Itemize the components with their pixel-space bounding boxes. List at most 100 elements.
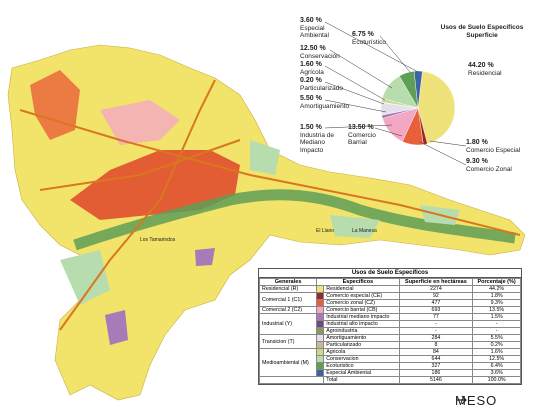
pie-label: 6.75 % Ecoturístico: [352, 31, 402, 46]
color-swatch: [316, 334, 325, 342]
percent-cell: 1.5%: [472, 313, 521, 321]
header-cell: Porcentaje (%): [472, 278, 521, 286]
pie-value-label: 1.60 %: [300, 61, 322, 68]
total-row: Total 5146 100.0%: [258, 376, 521, 384]
percent-cell: 5.5%: [472, 334, 521, 342]
table-row: Residencial (R) Residencial 2274 44.2%: [258, 285, 521, 293]
pie-slice-name: Comercio Zonal: [466, 165, 512, 173]
use-cell: Comercio barrial (CB): [323, 306, 400, 314]
legend-table: Usos de Suelo Específicos Generales Espec…: [258, 268, 522, 385]
color-swatch: [316, 355, 325, 363]
use-cell: Comercio zonal (CZ): [323, 299, 400, 307]
percent-cell: 1.6%: [472, 348, 521, 356]
pie-label: 5.50 % Amortiguamiento: [300, 95, 360, 110]
color-swatch: [316, 369, 325, 377]
header-cell: Generales: [258, 278, 318, 286]
place-label: La Manesa: [352, 228, 377, 234]
table-row: Comercial 1 (C1) Comercio especial (CE) 92…: [258, 292, 521, 307]
pie-value-label: 12.50 %: [300, 45, 326, 52]
color-swatch: [316, 348, 325, 356]
pie-label: 1.50 % Industria de Mediano Impacto: [300, 124, 338, 154]
color-swatch: [316, 327, 325, 335]
use-cell: Industrial mediano impacto: [323, 313, 400, 321]
green-band: [73, 189, 516, 251]
area-cell: 477: [398, 299, 474, 307]
brand: MESO: [455, 393, 498, 408]
total-percent: 100.0%: [472, 376, 521, 384]
place-label: El Llano: [316, 228, 334, 234]
color-swatch: [316, 313, 325, 321]
pie-value-label: 13.50 %: [348, 124, 374, 131]
area-cell: 8: [398, 341, 474, 349]
pie-label: 1.80 % Comercio Especial: [466, 139, 526, 154]
percent-cell: 13.5%: [472, 306, 521, 314]
blank-cell: [258, 376, 325, 384]
pie-slice-name: Industria de Mediano Impacto: [300, 131, 334, 154]
percent-cell: -: [472, 320, 521, 328]
total-area: 5146: [398, 376, 474, 384]
pie-slice-name: Comercio Barrial: [348, 131, 376, 147]
color-swatch: [316, 362, 325, 370]
color-swatch: [316, 320, 325, 328]
use-cell: Industrial alto impacto: [323, 320, 400, 328]
use-cell: Especial Ambiental: [323, 369, 400, 377]
conservation: [60, 140, 460, 305]
group-cell: Industrial (Y): [258, 313, 318, 335]
pie-value-label: 5.50 %: [300, 95, 322, 102]
percent-cell: 9.3%: [472, 299, 521, 307]
color-swatch: [316, 292, 325, 300]
area-cell: 186: [398, 369, 474, 377]
pie-slice-name: Conservación: [300, 52, 340, 60]
pie-label: 0.20 % Particularizado: [300, 77, 360, 92]
group-cell: Residencial (R): [258, 285, 318, 293]
use-cell: Conservacion: [323, 355, 400, 363]
leader-lines: [324, 21, 467, 166]
color-swatch: [316, 285, 325, 293]
group-cell: Comercial 2 (C2): [258, 306, 318, 314]
header-cell: Específicos: [316, 278, 400, 286]
pie-title: Usos de Suelo Específicos Superficie: [437, 24, 527, 39]
use-cell: Particularizado: [323, 341, 400, 349]
commercial-zone: [100, 100, 180, 145]
color-swatch: [316, 341, 325, 349]
group-cell: Transicion (T): [258, 334, 318, 349]
table-row: Transicion (T) Amortiguamiento 284 5.5%: [258, 334, 521, 349]
header-cell: Superficie en hectáreas: [398, 278, 474, 286]
color-swatch: [316, 306, 325, 314]
pie-subtitle: Superficie: [466, 31, 498, 39]
percent-cell: 3.6%: [472, 369, 521, 377]
total-label: Total: [323, 376, 400, 384]
table-row: Industrial (Y) Industrial mediano impacto…: [258, 313, 521, 335]
pie-slice-name: Especial Ambiental: [300, 24, 329, 40]
area-cell: 92: [398, 292, 474, 300]
pie-slice-name: Agrícola: [300, 68, 324, 76]
percent-cell: 44.2%: [472, 285, 521, 293]
pie: [380, 70, 456, 146]
use-cell: Agricola: [323, 348, 400, 356]
pie-value-label: 1.80 %: [466, 139, 488, 146]
place-label: Los Tamarindos: [140, 237, 176, 243]
use-cell: Comercio especial (CE): [323, 292, 400, 300]
pie-value-label: 1.50 %: [300, 124, 322, 131]
industrial: [105, 248, 215, 345]
pie-value-label: 44.20 %: [468, 62, 494, 69]
group-cell: Medioambiental (M): [258, 348, 318, 377]
pie-value-label: 6.75 %: [352, 31, 374, 38]
table-row: Comercial 2 (C2) Comercio barrial (CB) 693…: [258, 306, 521, 314]
pie-slice: [417, 71, 456, 145]
roads: [19, 79, 521, 331]
pie-slice-name: Comercio Especial: [466, 146, 521, 154]
table: Generales Específicos Superficie en hectár…: [258, 278, 521, 384]
pie-slice-name: Residencial: [468, 69, 502, 77]
pie-value-label: 0.20 %: [300, 77, 322, 84]
pie-label: 1.60 % Agrícola: [300, 61, 360, 76]
table-title: Usos de Suelo Específicos: [259, 269, 521, 278]
area-cell: 2274: [398, 285, 474, 293]
area-cell: 693: [398, 306, 474, 314]
group-cell: Comercial 1 (C1): [258, 292, 318, 307]
area-cell: 84: [398, 348, 474, 356]
pie-value-label: 3.60 %: [300, 17, 322, 24]
table-row: Medioambiental (M) Agricola 84 1.6%: [258, 348, 521, 377]
percent-cell: 0.2%: [472, 341, 521, 349]
